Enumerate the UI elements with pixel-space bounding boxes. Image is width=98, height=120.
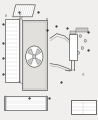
Polygon shape	[28, 58, 33, 64]
Circle shape	[81, 47, 83, 49]
Circle shape	[46, 18, 48, 20]
Bar	[46, 96, 47, 110]
Bar	[76, 28, 88, 32]
Circle shape	[5, 15, 7, 16]
Circle shape	[26, 46, 43, 67]
Bar	[23, 22, 46, 89]
Polygon shape	[35, 49, 41, 55]
Circle shape	[33, 55, 36, 59]
Bar	[5, 96, 6, 110]
Circle shape	[21, 18, 22, 20]
Bar	[69, 34, 77, 60]
Circle shape	[79, 35, 82, 37]
Circle shape	[83, 74, 84, 75]
Polygon shape	[13, 5, 35, 17]
Circle shape	[77, 51, 80, 54]
Bar	[22, 20, 47, 90]
Bar	[70, 31, 76, 34]
Circle shape	[84, 39, 86, 42]
Polygon shape	[35, 58, 41, 64]
Bar	[71, 100, 96, 114]
Bar	[5, 19, 19, 82]
Polygon shape	[28, 49, 33, 55]
Bar	[4, 96, 47, 110]
